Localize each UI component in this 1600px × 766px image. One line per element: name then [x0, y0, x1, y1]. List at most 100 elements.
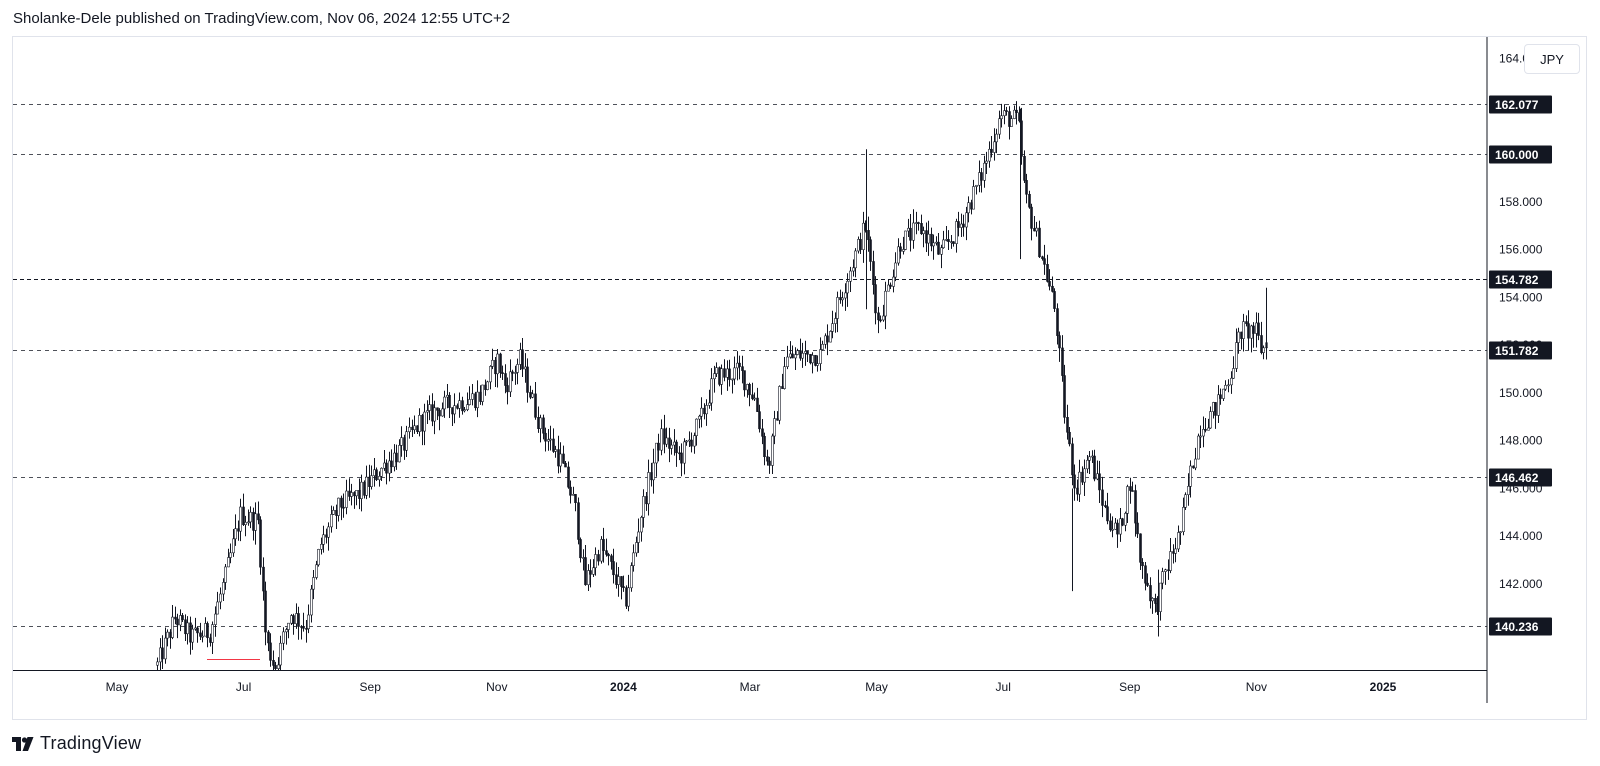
candle-body — [957, 221, 960, 228]
candle-body — [164, 637, 167, 660]
candle-body — [731, 378, 734, 381]
candle-body — [443, 396, 446, 410]
candle-body — [1126, 486, 1129, 514]
candle-body — [297, 613, 300, 627]
candle-body — [408, 426, 411, 433]
candle-body — [985, 160, 988, 164]
candle-body — [1224, 384, 1227, 390]
candle-body — [680, 452, 683, 464]
candle-body — [468, 399, 471, 405]
candle-body — [846, 280, 849, 294]
candle-body — [1051, 285, 1054, 292]
candle-body — [594, 554, 597, 569]
candle-body — [904, 230, 907, 250]
candle-body — [584, 557, 587, 586]
candle-body — [1141, 562, 1144, 567]
candle-body — [1242, 321, 1245, 339]
candle-body — [630, 565, 633, 589]
candle-body — [869, 239, 872, 262]
candle-body — [315, 564, 318, 578]
candle-body — [186, 622, 189, 635]
candle-body — [511, 371, 514, 374]
candle-body — [1093, 455, 1096, 480]
candle-body — [889, 284, 892, 287]
publisher-header: Sholanke-Dele published on TradingView.c… — [13, 10, 511, 27]
candle-body — [398, 445, 401, 463]
candle-body — [922, 230, 925, 235]
candle-body — [1240, 331, 1243, 339]
candle-body — [844, 292, 847, 299]
candle-body — [428, 404, 431, 411]
candle-body — [738, 362, 741, 367]
candle-body — [531, 393, 534, 398]
candle-body — [988, 148, 991, 162]
candle-body — [1081, 471, 1084, 483]
candle-body — [340, 497, 343, 508]
candle-body — [1227, 384, 1230, 387]
time-tick-label: Jul — [236, 680, 251, 694]
candle-body — [1247, 323, 1250, 339]
candle-body — [413, 425, 416, 431]
candle-body — [322, 534, 325, 545]
candle-body — [927, 233, 930, 244]
candle-body — [705, 405, 708, 415]
candle-body — [501, 372, 504, 374]
candle-body — [194, 627, 197, 630]
candle-body — [499, 353, 502, 373]
candle-body — [708, 402, 711, 406]
candle-body — [433, 407, 436, 422]
candle-body — [534, 393, 537, 418]
candle-body — [481, 384, 484, 402]
candle-body — [204, 623, 207, 637]
candle-body — [196, 627, 199, 634]
candle-body — [504, 373, 507, 386]
time-tick-label: Nov — [486, 680, 507, 694]
candle-body — [786, 356, 789, 367]
candle-body — [657, 442, 660, 451]
candle-body — [693, 435, 696, 447]
candle-body — [224, 566, 227, 583]
candle-body — [209, 637, 212, 643]
candle-body — [569, 486, 572, 496]
candle-body — [972, 186, 975, 210]
candle-body — [940, 247, 943, 255]
candle-body — [169, 631, 172, 638]
candle-body — [1159, 582, 1162, 612]
candle-body — [751, 394, 754, 399]
candle-body — [1237, 331, 1240, 343]
candle-body — [360, 481, 363, 499]
candle-body — [159, 647, 162, 663]
level-label-bg — [1489, 145, 1552, 164]
candle-body — [998, 118, 1001, 135]
candle-body — [962, 223, 965, 228]
candle-body — [698, 415, 701, 420]
candle-body — [1151, 598, 1154, 602]
candle-body — [247, 521, 250, 524]
candle-body — [191, 628, 194, 643]
candle-body — [1005, 110, 1008, 112]
candle-body — [426, 410, 429, 413]
candle-body — [1167, 569, 1170, 572]
candle-body — [592, 567, 595, 575]
candle-body — [632, 552, 635, 566]
candle-body — [436, 407, 439, 411]
candle-body — [232, 538, 235, 554]
candle-body — [955, 221, 958, 244]
candle-body — [1035, 227, 1038, 232]
candle-body — [307, 614, 310, 630]
candle-body — [899, 246, 902, 252]
candle-body — [690, 439, 693, 447]
candle-body — [375, 469, 378, 481]
candle-body — [1179, 531, 1182, 533]
candle-body — [214, 613, 217, 625]
candle-body — [1131, 490, 1134, 492]
candle-body — [229, 552, 232, 558]
candle-body — [219, 593, 222, 603]
candle-body — [370, 475, 373, 487]
price-tick-label: 148.000 — [1499, 434, 1543, 448]
candle-body — [166, 631, 169, 639]
currency-button[interactable]: JPY — [1524, 44, 1580, 74]
candle-body — [274, 665, 277, 669]
candle-body — [995, 133, 998, 143]
